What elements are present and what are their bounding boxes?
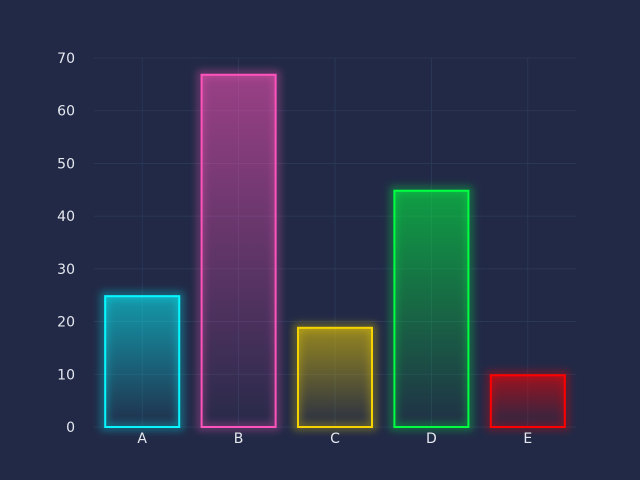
bar-fill [104, 295, 181, 427]
y-axis-ticks: 0 10 20 30 40 50 60 70 [57, 51, 75, 436]
bars [100, 70, 570, 431]
bar-C [293, 323, 377, 431]
x-tick-label: D [426, 431, 437, 447]
bar-D [389, 186, 473, 431]
bar-outline [104, 295, 181, 429]
bar-outline [297, 326, 373, 429]
bar-fill [393, 189, 470, 427]
x-tick-label: A [137, 431, 147, 447]
bar-outline [393, 189, 470, 428]
y-tick-label: 40 [57, 209, 75, 225]
bar-outline [489, 374, 566, 428]
bar-E [486, 370, 570, 431]
x-tick-label: B [234, 431, 244, 447]
y-tick-label: 10 [57, 367, 75, 383]
y-tick-label: 0 [66, 420, 75, 436]
y-tick-label: 70 [57, 51, 75, 67]
bar-B [197, 70, 281, 431]
x-axis-ticks: A B C D E [137, 431, 532, 447]
x-tick-label: C [330, 431, 340, 447]
bar-fill [200, 73, 277, 428]
y-tick-label: 20 [57, 315, 75, 331]
y-tick-label: 60 [57, 104, 75, 120]
bar-A [100, 291, 184, 431]
y-tick-label: 30 [57, 262, 75, 278]
x-tick-label: E [523, 431, 532, 447]
y-tick-label: 50 [57, 156, 75, 172]
bar-fill [297, 326, 373, 427]
bar-fill [489, 374, 566, 427]
bar-outline [200, 73, 277, 428]
